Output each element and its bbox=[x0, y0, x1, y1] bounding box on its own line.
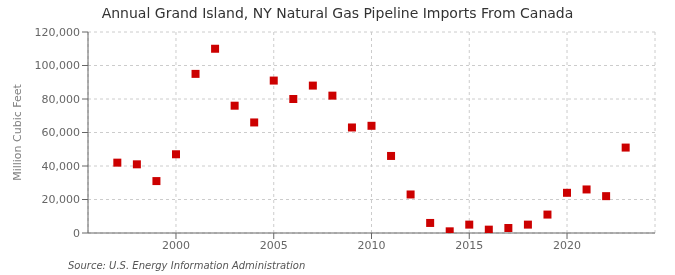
svg-text:40,000: 40,000 bbox=[42, 160, 81, 173]
html-text:Annual Grand Island, NY Natura: Annual Grand Island, NY Natural Gas Pipe… bbox=[101, 5, 574, 21]
html-text:Source: U.S. Energy Informatio: Source: U.S. Energy Information Administ… bbox=[68, 260, 306, 271]
svg-text:2005: 2005 bbox=[260, 239, 288, 252]
svg-text:120,000: 120,000 bbox=[35, 26, 81, 39]
svg-text:2010: 2010 bbox=[358, 239, 386, 252]
svg-text:Million Cubic Feet: Million Cubic Feet bbox=[11, 83, 24, 180]
svg-text:2000: 2000 bbox=[162, 239, 190, 252]
svg-text:0: 0 bbox=[73, 227, 80, 240]
svg-text:80,000: 80,000 bbox=[42, 93, 81, 106]
svg-text:2020: 2020 bbox=[553, 239, 581, 252]
svg-text:20,000: 20,000 bbox=[42, 193, 81, 206]
svg-text:2015: 2015 bbox=[455, 239, 483, 252]
svg-text:60,000: 60,000 bbox=[42, 126, 81, 139]
svg-text:100,000: 100,000 bbox=[35, 59, 81, 72]
